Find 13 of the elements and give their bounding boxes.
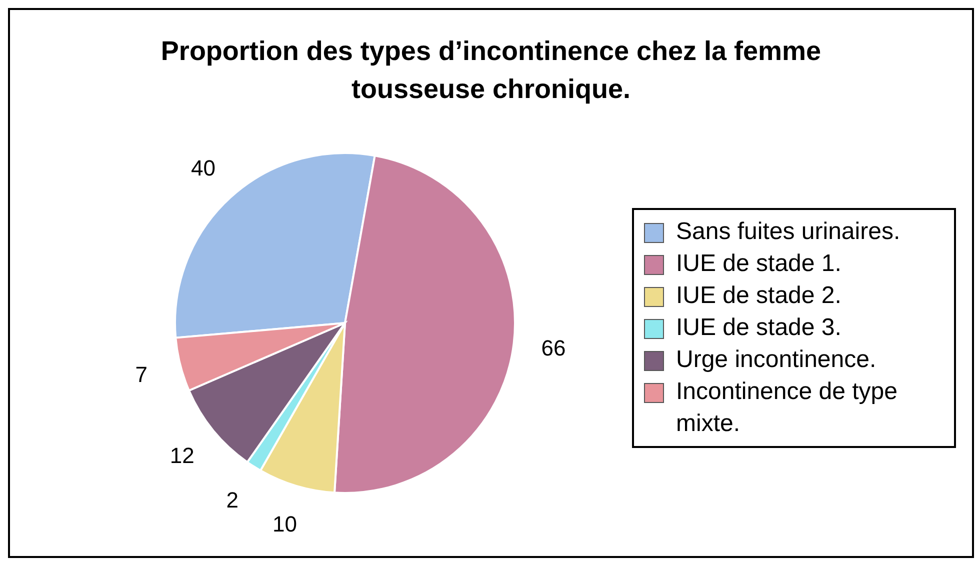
data-label: 10 xyxy=(272,512,297,537)
data-label: 12 xyxy=(170,443,194,468)
legend-label: Incontinence de type mixte. xyxy=(676,377,898,439)
chart-title: Proportion des types d’incontinence chez la femme tousseuse chronique. xyxy=(160,35,822,106)
legend-label: Sans fuites urinaires. xyxy=(676,217,902,247)
legend-label: IUE de stade 3. xyxy=(676,313,842,343)
data-label: 2 xyxy=(226,488,238,513)
data-label: 66 xyxy=(541,335,566,360)
data-label: 7 xyxy=(135,362,148,388)
legend-label: Urge incontinence. xyxy=(676,345,878,375)
legend-label: IUE de stade 2. xyxy=(676,281,842,311)
legend-label: IUE de stade 1. xyxy=(676,249,842,279)
data-label: 40 xyxy=(191,156,216,181)
